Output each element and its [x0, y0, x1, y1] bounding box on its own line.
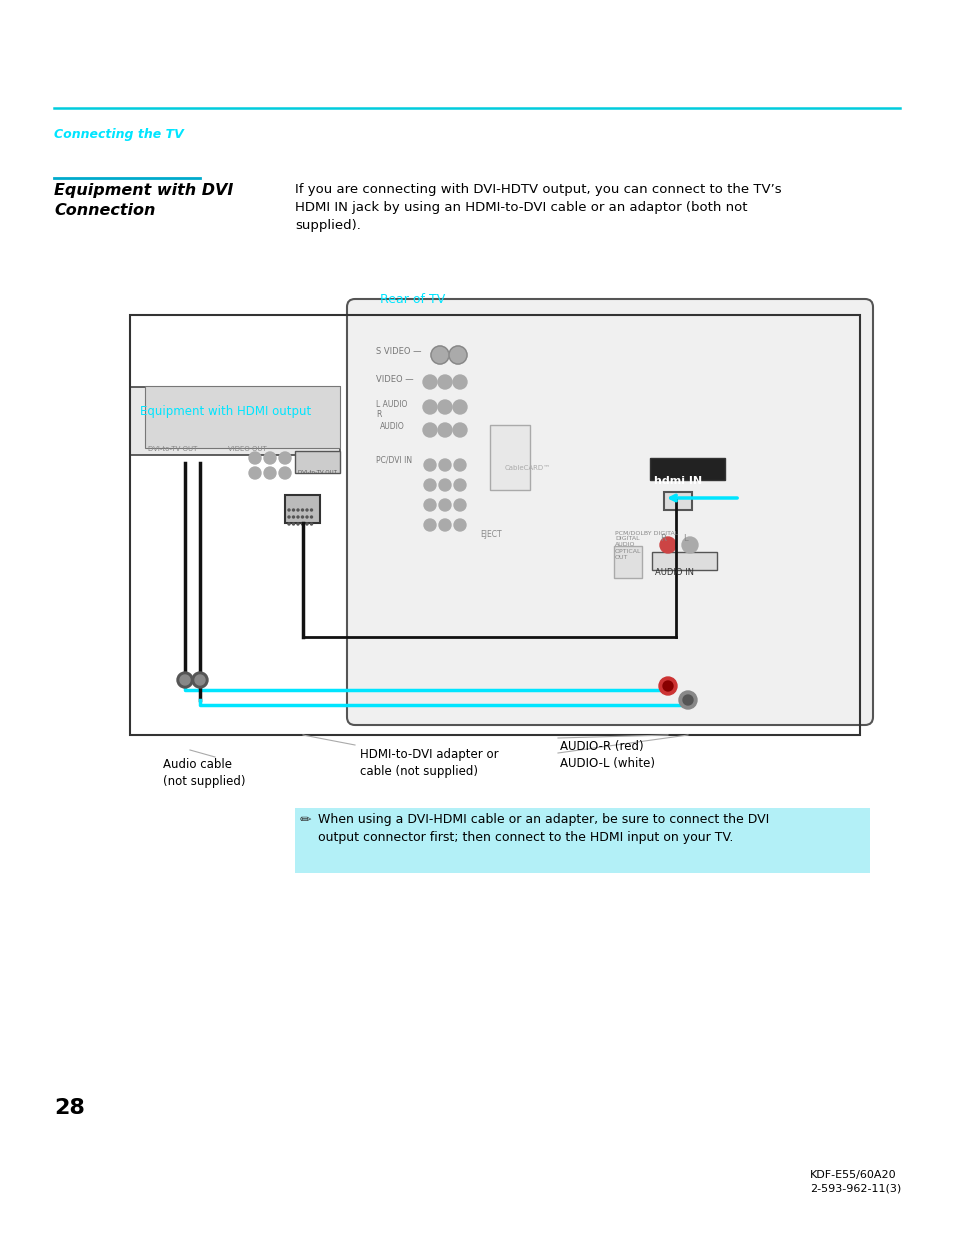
- Circle shape: [301, 522, 303, 525]
- Circle shape: [423, 459, 436, 471]
- Text: Connecting the TV: Connecting the TV: [54, 128, 184, 141]
- Text: DVI-to-TV OUT: DVI-to-TV OUT: [148, 446, 197, 452]
- Circle shape: [453, 400, 467, 414]
- Circle shape: [288, 516, 290, 517]
- Text: PCM/DOLBY DIGITAL
DIGITAL
AUDIO
OPTICAL
OUT: PCM/DOLBY DIGITAL DIGITAL AUDIO OPTICAL …: [615, 530, 678, 559]
- Circle shape: [301, 516, 303, 517]
- Circle shape: [310, 516, 313, 517]
- Bar: [649, 458, 724, 480]
- Text: When using a DVI-HDMI cable or an adapter, be sure to connect the DVI
output con: When using a DVI-HDMI cable or an adapte…: [317, 813, 768, 844]
- Circle shape: [438, 459, 451, 471]
- Bar: [130, 315, 859, 735]
- Text: AUDIO-R (red): AUDIO-R (red): [559, 740, 643, 753]
- Circle shape: [659, 537, 676, 553]
- Circle shape: [423, 499, 436, 511]
- Text: Rear of TV: Rear of TV: [379, 293, 445, 306]
- Circle shape: [306, 509, 308, 511]
- Text: Audio cable
(not supplied): Audio cable (not supplied): [163, 758, 245, 788]
- Text: 28: 28: [54, 1098, 85, 1118]
- Circle shape: [659, 677, 677, 695]
- Circle shape: [278, 452, 291, 464]
- Bar: [614, 546, 641, 578]
- Circle shape: [278, 467, 291, 479]
- Bar: [130, 387, 339, 454]
- Circle shape: [422, 424, 436, 437]
- Text: DVI-to-TV OUT: DVI-to-TV OUT: [297, 471, 336, 475]
- Circle shape: [306, 516, 308, 517]
- Circle shape: [264, 452, 275, 464]
- Circle shape: [296, 522, 298, 525]
- Circle shape: [454, 459, 465, 471]
- Circle shape: [293, 522, 294, 525]
- Text: ✏: ✏: [299, 813, 312, 827]
- Circle shape: [681, 537, 698, 553]
- Circle shape: [293, 516, 294, 517]
- Circle shape: [453, 424, 467, 437]
- Circle shape: [264, 467, 275, 479]
- Circle shape: [438, 499, 451, 511]
- Bar: [490, 425, 530, 490]
- Circle shape: [454, 499, 465, 511]
- Bar: [651, 552, 717, 571]
- Circle shape: [437, 400, 452, 414]
- Circle shape: [288, 522, 290, 525]
- Bar: [285, 495, 319, 522]
- Circle shape: [438, 519, 451, 531]
- Circle shape: [177, 672, 193, 688]
- Circle shape: [454, 519, 465, 531]
- Circle shape: [423, 479, 436, 492]
- Bar: [145, 387, 339, 448]
- Circle shape: [423, 519, 436, 531]
- Text: VIDEO OUT: VIDEO OUT: [228, 446, 267, 452]
- Text: CableCARD™: CableCARD™: [504, 466, 551, 471]
- Bar: [663, 492, 691, 510]
- Text: KDF-E55/60A20
2-593-962-11(3): KDF-E55/60A20 2-593-962-11(3): [809, 1170, 901, 1193]
- Text: VIDEO —: VIDEO —: [375, 375, 414, 384]
- Text: AUDIO-L (white): AUDIO-L (white): [559, 757, 655, 769]
- Text: Equipment with HDMI output: Equipment with HDMI output: [140, 405, 311, 417]
- Text: HDMI-to-DVI adapter or
cable (not supplied): HDMI-to-DVI adapter or cable (not suppli…: [359, 748, 498, 778]
- Circle shape: [453, 375, 467, 389]
- Text: hdmi IN: hdmi IN: [654, 475, 701, 487]
- Circle shape: [682, 695, 692, 705]
- Circle shape: [449, 346, 467, 364]
- Circle shape: [288, 509, 290, 511]
- Text: EJECT: EJECT: [479, 530, 501, 538]
- Circle shape: [296, 509, 298, 511]
- Text: L AUDIO: L AUDIO: [375, 400, 407, 409]
- Text: If you are connecting with DVI-HDTV output, you can connect to the TV’s
HDMI IN : If you are connecting with DVI-HDTV outp…: [294, 183, 781, 232]
- Text: L: L: [682, 534, 687, 543]
- Circle shape: [194, 676, 205, 685]
- Circle shape: [662, 680, 672, 692]
- Text: S VIDEO —: S VIDEO —: [375, 347, 421, 356]
- Text: AUDIO: AUDIO: [379, 422, 404, 431]
- Circle shape: [192, 672, 208, 688]
- Circle shape: [438, 479, 451, 492]
- Text: R: R: [659, 534, 665, 543]
- Circle shape: [437, 375, 452, 389]
- Circle shape: [310, 522, 313, 525]
- FancyBboxPatch shape: [347, 299, 872, 725]
- Circle shape: [249, 452, 261, 464]
- Circle shape: [249, 467, 261, 479]
- Circle shape: [679, 692, 697, 709]
- Circle shape: [310, 509, 313, 511]
- Circle shape: [437, 424, 452, 437]
- Bar: [294, 808, 869, 873]
- Circle shape: [296, 516, 298, 517]
- Circle shape: [180, 676, 190, 685]
- Circle shape: [431, 346, 449, 364]
- Text: AUDIO IN: AUDIO IN: [655, 568, 693, 577]
- Circle shape: [293, 509, 294, 511]
- Text: R: R: [375, 410, 381, 419]
- Text: Equipment with DVI
Connection: Equipment with DVI Connection: [54, 183, 233, 217]
- Bar: [294, 451, 339, 473]
- Circle shape: [306, 522, 308, 525]
- Circle shape: [301, 509, 303, 511]
- Circle shape: [422, 375, 436, 389]
- Circle shape: [422, 400, 436, 414]
- Text: PC/DVI IN: PC/DVI IN: [375, 454, 412, 464]
- Circle shape: [454, 479, 465, 492]
